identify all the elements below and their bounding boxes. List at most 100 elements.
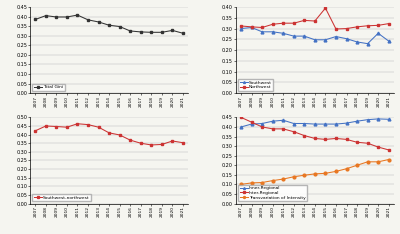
- Line: Northwest: Northwest: [240, 7, 390, 30]
- Northwest: [376, 24, 380, 27]
- Transvariation of Intensity: [376, 161, 380, 163]
- Inter-Regional: [376, 146, 380, 148]
- Southwest-northwest: [117, 134, 122, 136]
- Total Gini: [96, 21, 101, 23]
- Total Gini: [33, 18, 38, 21]
- Southwest: [334, 35, 338, 38]
- Northwest: [386, 22, 391, 25]
- Inner-Regional: [302, 122, 307, 125]
- Southwest-northwest: [107, 132, 112, 134]
- Total Gini: [54, 16, 59, 18]
- Transvariation of Intensity: [312, 172, 317, 175]
- Southwest-northwest: [128, 139, 133, 142]
- Transvariation of Intensity: [386, 158, 391, 161]
- Total Gini: [86, 18, 90, 21]
- Northwest: [291, 22, 296, 25]
- Southwest: [312, 38, 317, 41]
- Line: Transvariation of Intensity: Transvariation of Intensity: [240, 158, 390, 186]
- Southwest-northwest: [75, 122, 80, 125]
- Inner-Regional: [323, 123, 328, 125]
- Total Gini: [75, 14, 80, 16]
- Total Gini: [170, 29, 175, 32]
- Transvariation of Intensity: [239, 183, 244, 186]
- Northwest: [334, 28, 338, 30]
- Inter-Regional: [281, 128, 286, 130]
- Transvariation of Intensity: [323, 172, 328, 175]
- Southwest-northwest: [170, 140, 175, 143]
- Southwest: [323, 38, 328, 41]
- Transvariation of Intensity: [355, 164, 360, 167]
- Line: Inner-Regional: Inner-Regional: [240, 117, 390, 128]
- Southwest: [376, 32, 380, 35]
- Inner-Regional: [249, 123, 254, 125]
- Southwest-northwest: [86, 123, 90, 126]
- Legend: Southwest-northwest: Southwest-northwest: [32, 194, 91, 201]
- Inner-Regional: [260, 122, 264, 125]
- Inter-Regional: [260, 126, 264, 128]
- Total Gini: [160, 31, 164, 34]
- Northwest: [323, 7, 328, 10]
- Northwest: [239, 25, 244, 27]
- Inter-Regional: [386, 149, 391, 151]
- Legend: Total Gini: Total Gini: [32, 84, 65, 91]
- Total Gini: [138, 30, 143, 33]
- Southwest: [302, 35, 307, 37]
- Inter-Regional: [344, 138, 349, 141]
- Northwest: [355, 26, 360, 28]
- Total Gini: [117, 25, 122, 28]
- Southwest: [355, 40, 360, 43]
- Legend: Inner-Regional, Inter-Regional, Transvariation of Intensity: Inner-Regional, Inter-Regional, Transvar…: [238, 185, 307, 201]
- Total Gini: [107, 24, 112, 27]
- Northwest: [249, 26, 254, 28]
- Southwest-northwest: [44, 124, 48, 127]
- Inter-Regional: [323, 138, 328, 141]
- Southwest: [270, 30, 275, 33]
- Transvariation of Intensity: [249, 182, 254, 184]
- Inner-Regional: [270, 120, 275, 123]
- Inter-Regional: [334, 137, 338, 140]
- Transvariation of Intensity: [344, 167, 349, 170]
- Northwest: [281, 22, 286, 25]
- Transvariation of Intensity: [260, 181, 264, 184]
- Inter-Regional: [239, 116, 244, 119]
- Transvariation of Intensity: [270, 179, 275, 182]
- Inner-Regional: [365, 118, 370, 121]
- Line: Southwest-northwest: Southwest-northwest: [34, 122, 184, 146]
- Northwest: [260, 26, 264, 29]
- Transvariation of Intensity: [365, 161, 370, 163]
- Northwest: [302, 19, 307, 22]
- Inner-Regional: [376, 117, 380, 120]
- Total Gini: [149, 31, 154, 34]
- Inner-Regional: [281, 119, 286, 122]
- Southwest-northwest: [160, 143, 164, 146]
- Inner-Regional: [239, 126, 244, 128]
- Transvariation of Intensity: [291, 175, 296, 178]
- Total Gini: [44, 14, 48, 17]
- Inner-Regional: [344, 122, 349, 124]
- Line: Southwest: Southwest: [240, 26, 390, 45]
- Southwest-northwest: [180, 141, 185, 144]
- Northwest: [365, 24, 370, 27]
- Line: Inter-Regional: Inter-Regional: [240, 116, 390, 151]
- Inter-Regional: [302, 134, 307, 137]
- Southwest-northwest: [54, 125, 59, 128]
- Line: Total Gini: Total Gini: [34, 14, 184, 35]
- Southwest-northwest: [149, 143, 154, 146]
- Inner-Regional: [355, 120, 360, 123]
- Inter-Regional: [365, 142, 370, 145]
- Total Gini: [128, 29, 133, 32]
- Inner-Regional: [291, 122, 296, 125]
- Total Gini: [64, 16, 69, 18]
- Southwest: [386, 40, 391, 43]
- Transvariation of Intensity: [334, 170, 338, 173]
- Southwest-northwest: [33, 129, 38, 132]
- Southwest: [291, 35, 296, 37]
- Southwest-northwest: [64, 126, 69, 129]
- Inter-Regional: [312, 137, 317, 140]
- Total Gini: [180, 32, 185, 35]
- Southwest: [281, 32, 286, 35]
- Transvariation of Intensity: [281, 178, 286, 180]
- Inter-Regional: [249, 121, 254, 124]
- Inner-Regional: [312, 123, 317, 125]
- Southwest: [260, 30, 264, 33]
